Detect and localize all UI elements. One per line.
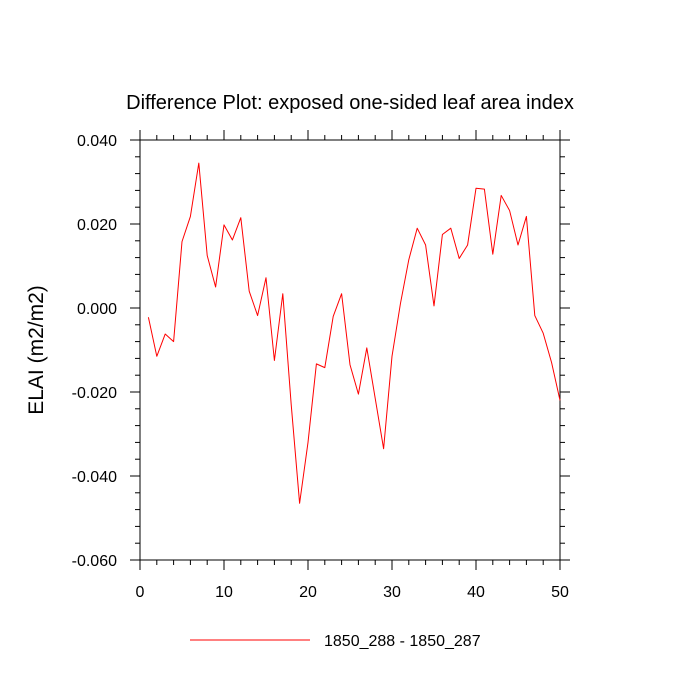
plot-frame	[139, 139, 561, 561]
legend-label: 1850_288 - 1850_287	[324, 633, 481, 650]
x-tick-label: 50	[551, 584, 569, 601]
x-tick-label: 20	[299, 584, 317, 601]
y-tick-label: -0.040	[72, 469, 117, 486]
axis-ticks	[130, 130, 570, 570]
tick-labels: 0 10 20 30 40 50 -0.060 -0.040 -0.020 0.000 0.020 0…	[72, 133, 569, 601]
chart-title: Difference Plot: exposed one-sided leaf …	[126, 92, 574, 114]
legend: 1850_288 - 1850_287	[190, 633, 481, 650]
series-line	[147, 162, 561, 504]
y-tick-label: -0.020	[72, 385, 117, 402]
series-group	[147, 162, 561, 504]
x-tick-label: 40	[467, 584, 485, 601]
x-tick-label: 30	[383, 584, 401, 601]
x-tick-label: 0	[136, 584, 145, 601]
y-tick-label: 0.040	[77, 133, 117, 150]
x-tick-label: 10	[215, 584, 233, 601]
y-tick-label: 0.020	[77, 217, 117, 234]
y-axis-label: ELAI (m2/m2)	[25, 285, 48, 415]
y-tick-label: 0.000	[77, 301, 117, 318]
y-tick-label: -0.060	[72, 553, 117, 570]
